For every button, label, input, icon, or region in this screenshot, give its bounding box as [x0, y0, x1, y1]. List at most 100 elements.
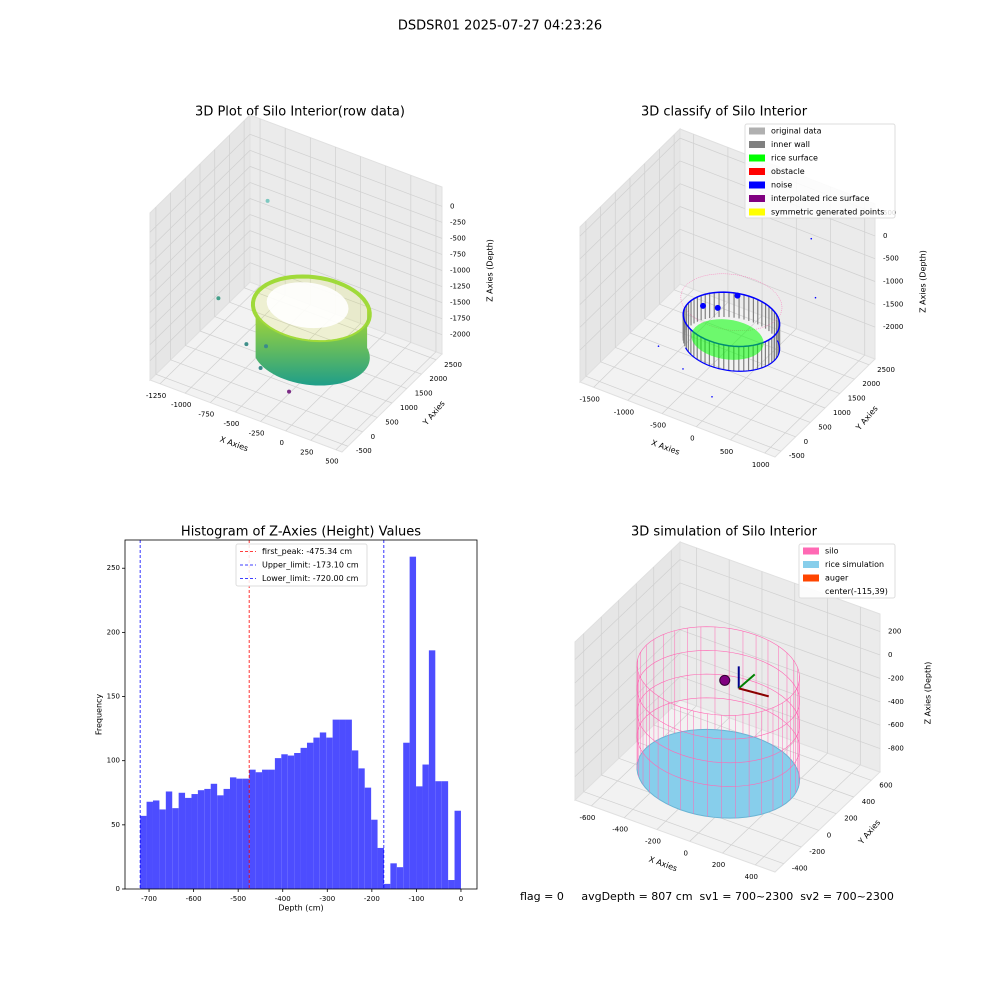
- x-tick-label: 0: [459, 895, 463, 903]
- grid-line: [149, 182, 251, 281]
- z-tick-label: -1500: [883, 300, 903, 308]
- y-tick-label: 1500: [415, 390, 433, 398]
- y-tick-label: 500: [385, 418, 398, 426]
- legend-box: [744, 123, 896, 219]
- grid-line: [579, 251, 681, 351]
- bar: [236, 778, 243, 889]
- grid-line: [185, 345, 378, 418]
- x-tick-label: -700: [141, 895, 157, 903]
- z-tick-label: -1250: [450, 283, 470, 291]
- z-tick-label: -1000: [450, 267, 470, 275]
- legend-label: first_peak: -475.34 cm: [262, 547, 352, 556]
- z-tick-label: -250: [450, 218, 466, 226]
- x-tick-label: -300: [319, 895, 335, 903]
- legend-label: rice simulation: [825, 560, 884, 569]
- legend-label: Lower_limit: -720.00 cm: [262, 574, 359, 583]
- x-tick-label: -500: [650, 422, 666, 430]
- bar: [152, 800, 160, 889]
- grid-line: [149, 150, 251, 249]
- grid-line: [149, 198, 251, 297]
- bar: [249, 769, 256, 889]
- bar: [422, 764, 429, 889]
- bar: [223, 788, 230, 889]
- grid-line: [229, 301, 422, 375]
- x-tick-label: -500: [230, 895, 246, 903]
- z-axis-label: Z Axies (Depth): [486, 239, 495, 302]
- legend-label: noise: [771, 181, 792, 190]
- grid-line: [574, 559, 681, 660]
- bar: [326, 737, 333, 889]
- bar: [242, 778, 250, 889]
- grid-line: [249, 198, 443, 271]
- grid-line: [155, 373, 349, 447]
- legend-label: obstacle: [771, 167, 805, 176]
- z-tick-label: -500: [450, 234, 466, 242]
- y-tick-label: 0: [116, 885, 120, 893]
- grid-line: [679, 183, 876, 260]
- noise-rim: [684, 340, 781, 372]
- legend-label: Upper_limit: -173.10 cm: [262, 561, 359, 570]
- x-tick-label: 0: [690, 435, 694, 443]
- z-tick-label: 0: [450, 202, 454, 210]
- grid-line: [249, 230, 443, 303]
- bar: [204, 788, 211, 889]
- axis-arrow: [738, 673, 756, 690]
- grid-line: [679, 582, 881, 656]
- legend-label: inner wall: [771, 140, 810, 149]
- legend-label: interpolated rice surface: [771, 194, 869, 203]
- x-tick-label: -250: [249, 429, 265, 437]
- grid-line: [170, 359, 363, 433]
- z-tick-label: 0: [883, 232, 887, 240]
- grid-line: [149, 214, 251, 313]
- grid-line: [679, 606, 881, 679]
- bar: [345, 719, 352, 889]
- bar: [428, 650, 436, 889]
- grid-line: [574, 582, 681, 684]
- bar: [294, 752, 301, 889]
- y-tick-label: 50: [111, 821, 120, 829]
- x-tick-label: -400: [612, 826, 628, 834]
- legend-label: symmetric generated points: [771, 208, 884, 217]
- bar: [229, 777, 237, 889]
- legend-swatch: [749, 168, 765, 175]
- bar: [416, 786, 423, 889]
- bar: [178, 792, 186, 889]
- bar: [441, 781, 449, 889]
- bar: [454, 810, 461, 889]
- legend-box: [798, 543, 896, 599]
- x-tick-label: -1000: [614, 408, 634, 416]
- grid-line: [679, 559, 881, 632]
- x-tick-label: 0: [279, 439, 283, 447]
- outlier-point: [216, 296, 221, 301]
- panel-title: 3D simulation of Silo Interior: [631, 525, 818, 540]
- noise-point: [714, 304, 721, 311]
- auger: [738, 687, 770, 698]
- outlier-point: [265, 198, 270, 203]
- grid-line: [149, 246, 251, 345]
- x-tick-label: -1500: [580, 395, 600, 403]
- bar: [351, 750, 359, 889]
- panel-title: Histogram of Z-Axies (Height) Values: [181, 525, 421, 540]
- noise-point: [814, 296, 817, 299]
- figure-title: DSDSR01 2025-07-27 04:23:26: [398, 19, 602, 34]
- silo-wire: [636, 697, 800, 787]
- legend-label: silo: [825, 547, 839, 556]
- grid-line: [679, 629, 881, 703]
- grid-line: [755, 764, 861, 866]
- grid-line: [579, 160, 681, 260]
- grid-line: [149, 134, 251, 233]
- y-tick-label: 150: [107, 693, 120, 701]
- silo-wire: [680, 273, 783, 331]
- legend-label: rice surface: [771, 154, 818, 163]
- plot-frame: [124, 539, 478, 890]
- grid-line: [679, 228, 876, 305]
- bar: [255, 772, 263, 889]
- grid-line: [679, 676, 881, 749]
- bar: [358, 768, 365, 889]
- z-tick-label: -1500: [450, 299, 470, 307]
- bar: [396, 867, 404, 889]
- noise-point: [700, 302, 706, 309]
- bar: [306, 742, 314, 889]
- legend-swatch: [749, 195, 765, 202]
